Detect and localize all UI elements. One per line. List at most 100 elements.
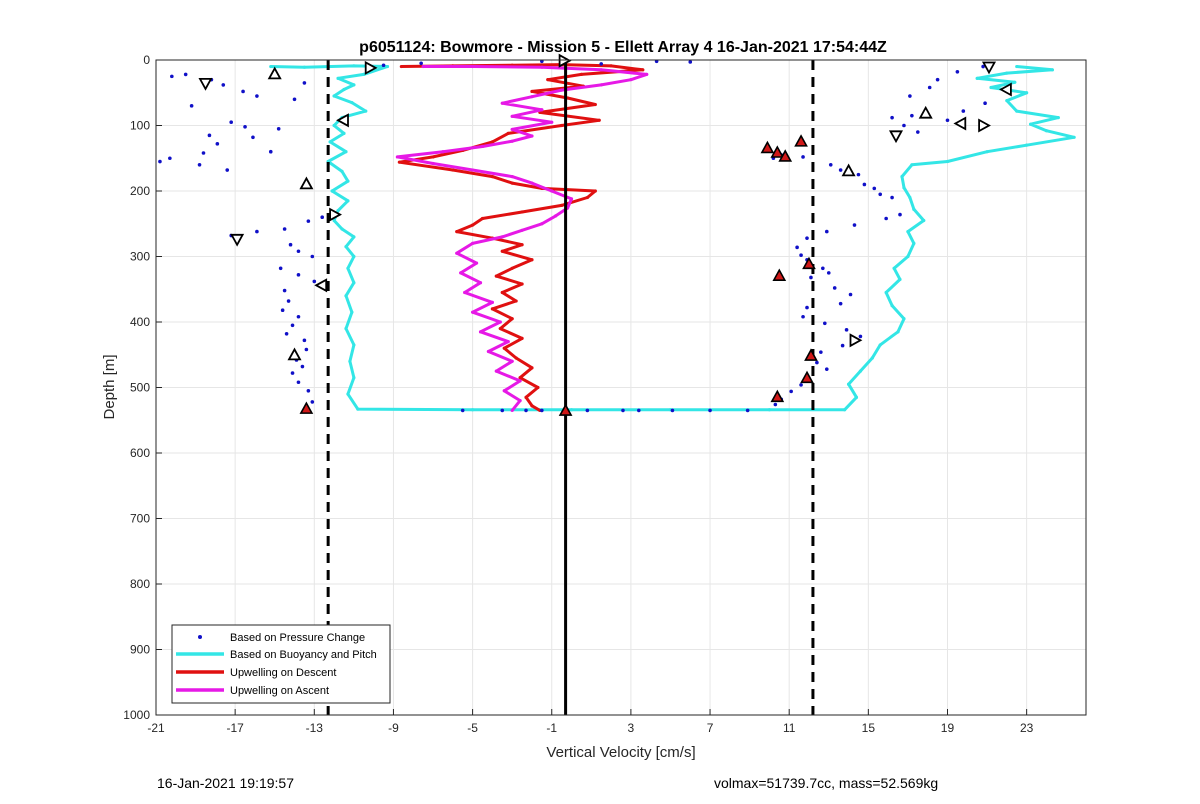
descent-marker <box>802 256 816 270</box>
series-line-upwelling-on-ascent <box>395 65 649 412</box>
x-tick-label: 23 <box>1020 721 1034 735</box>
series-point-upwelling-on-ascent <box>530 134 534 138</box>
pressure-point <box>902 123 906 128</box>
legend: Based on Pressure Change Based on Buoyanc… <box>171 624 391 704</box>
series-point-based-on-buoyancy-and-pitch <box>1072 135 1076 139</box>
pressure-point <box>296 273 301 277</box>
series-point-upwelling-on-ascent <box>502 389 506 393</box>
series-point-based-on-buoyancy-and-pitch <box>346 392 350 396</box>
series-point-upwelling-on-descent <box>597 118 601 122</box>
pressure-point <box>799 253 803 257</box>
pressure-point <box>688 60 693 64</box>
series-point-based-on-buoyancy-and-pitch <box>892 266 896 270</box>
descent-marker <box>794 134 808 147</box>
pressure-point <box>898 212 902 217</box>
series-point-based-on-buoyancy-and-pitch <box>1025 91 1029 95</box>
series-point-based-on-buoyancy-and-pitch <box>336 209 340 213</box>
x-tick-label: 19 <box>941 721 955 735</box>
pressure-point <box>809 275 813 280</box>
pressure-point <box>282 227 287 231</box>
pressure-point <box>621 408 625 413</box>
descent-marker <box>804 348 818 361</box>
pressure-point <box>826 271 831 275</box>
series-point-based-on-buoyancy-and-pitch <box>332 218 336 223</box>
pressure-point <box>286 299 291 303</box>
series-point-upwelling-on-ascent <box>470 241 475 245</box>
series-point-based-on-buoyancy-and-pitch <box>1050 68 1054 72</box>
pressure-point <box>243 125 247 129</box>
pressure-point <box>310 400 315 404</box>
pressure-point <box>927 85 932 90</box>
series-point-based-on-buoyancy-and-pitch <box>352 83 356 87</box>
series-point-upwelling-on-ascent <box>510 408 514 413</box>
pressure-point <box>852 223 857 227</box>
pressure-point <box>916 130 920 134</box>
ascent-marker <box>981 61 997 75</box>
series-point-based-on-buoyancy-and-pitch <box>350 310 354 314</box>
series-point-based-on-buoyancy-and-pitch <box>340 227 344 231</box>
series-point-upwelling-on-ascent <box>530 181 534 185</box>
series-point-upwelling-on-ascent <box>421 64 425 69</box>
series-point-based-on-buoyancy-and-pitch <box>352 64 356 68</box>
pressure-point <box>805 236 809 240</box>
series-point-based-on-buoyancy-and-pitch <box>569 408 574 412</box>
legend-label: Based on Pressure Change <box>230 632 365 644</box>
descent-marker <box>778 149 793 162</box>
series-point-upwelling-on-ascent <box>510 127 514 132</box>
pressure-point <box>197 163 202 167</box>
series-point-based-on-buoyancy-and-pitch <box>330 189 334 193</box>
pressure-point <box>890 115 894 120</box>
pressure-point <box>890 195 894 200</box>
series-point-upwelling-on-descent <box>520 243 524 247</box>
x-tick-label: 7 <box>707 721 714 735</box>
series-point-upwelling-on-descent <box>560 123 564 128</box>
descent-marker <box>772 268 787 281</box>
series-point-upwelling-on-descent <box>593 189 597 193</box>
series-point-based-on-buoyancy-and-pitch <box>906 230 910 234</box>
series-point-based-on-buoyancy-and-pitch <box>985 150 989 154</box>
y-tick-label: 700 <box>130 512 150 526</box>
pressure-point <box>599 62 604 66</box>
series-point-upwelling-on-descent <box>470 223 475 227</box>
pressure-point <box>170 74 174 79</box>
pressure-point <box>296 314 301 319</box>
series-point-upwelling-on-descent <box>514 299 518 303</box>
series-point-upwelling-on-descent <box>530 366 534 370</box>
series-point-upwelling-on-ascent <box>486 349 491 354</box>
pressure-point <box>961 109 966 113</box>
pressure-point <box>824 229 829 234</box>
ascent-marker <box>978 118 991 133</box>
series-line-based-on-buoyancy-and-pitch <box>270 64 1076 412</box>
ascent-marker <box>287 347 302 361</box>
series-point-upwelling-on-ascent <box>520 228 524 232</box>
pressure-point <box>381 63 386 68</box>
y-tick-label: 300 <box>130 250 150 264</box>
pressure-point <box>844 328 849 332</box>
x-tick-label: -21 <box>147 721 165 735</box>
series-point-upwelling-on-descent <box>455 230 459 234</box>
ascent-marker <box>267 66 282 80</box>
series-point-upwelling-on-descent <box>546 78 550 82</box>
series-point-upwelling-on-ascent <box>510 139 514 143</box>
pressure-point <box>884 216 888 221</box>
pressure-point <box>805 305 809 310</box>
x-tick-label: -9 <box>388 721 399 735</box>
pressure-point <box>773 402 778 407</box>
series-point-upwelling-on-ascent <box>395 155 400 159</box>
pressure-point <box>540 408 544 413</box>
pressure-point <box>229 120 233 125</box>
series-point-upwelling-on-ascent <box>478 281 483 285</box>
series-point-upwelling-on-descent <box>585 195 589 200</box>
series-line-upwelling-on-descent <box>397 63 645 412</box>
pressure-point <box>524 408 528 413</box>
pressure-point <box>241 89 245 94</box>
series-point-upwelling-on-descent <box>579 72 584 77</box>
series-point-upwelling-on-descent <box>500 249 504 253</box>
pressure-point <box>320 215 325 219</box>
descent-marker <box>770 389 785 403</box>
series-point-based-on-buoyancy-and-pitch <box>302 65 307 69</box>
series-point-based-on-buoyancy-and-pitch <box>1015 64 1019 69</box>
series-point-upwelling-on-descent <box>530 258 534 262</box>
ascent-marker <box>314 278 328 293</box>
ascent-marker <box>364 60 378 75</box>
